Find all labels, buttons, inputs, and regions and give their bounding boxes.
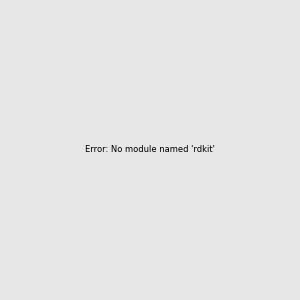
Text: Error: No module named 'rdkit': Error: No module named 'rdkit' [85,146,215,154]
